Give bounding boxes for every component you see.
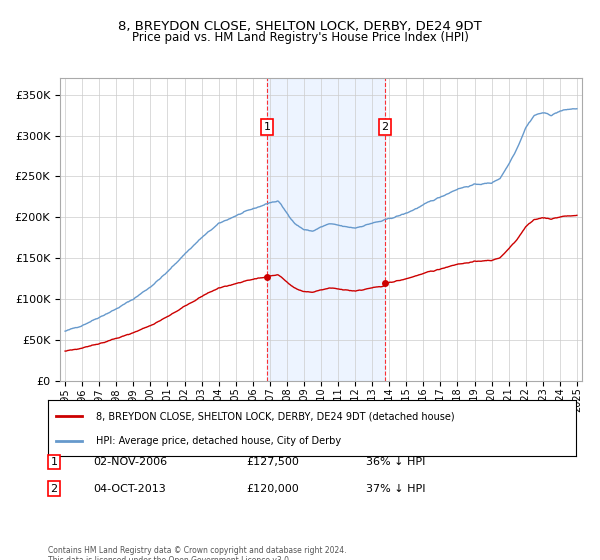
Text: 2: 2 [382,122,389,132]
Text: 36% ↓ HPI: 36% ↓ HPI [366,457,425,467]
Text: 37% ↓ HPI: 37% ↓ HPI [366,484,425,494]
Text: £120,000: £120,000 [246,484,299,494]
Text: 8, BREYDON CLOSE, SHELTON LOCK, DERBY, DE24 9DT (detached house): 8, BREYDON CLOSE, SHELTON LOCK, DERBY, D… [95,411,454,421]
Text: £127,500: £127,500 [246,457,299,467]
Text: 2: 2 [50,484,58,494]
Text: Contains HM Land Registry data © Crown copyright and database right 2024.
This d: Contains HM Land Registry data © Crown c… [48,546,347,560]
Text: HPI: Average price, detached house, City of Derby: HPI: Average price, detached house, City… [95,436,341,446]
Text: 02-NOV-2006: 02-NOV-2006 [93,457,167,467]
Text: 1: 1 [50,457,58,467]
Text: 8, BREYDON CLOSE, SHELTON LOCK, DERBY, DE24 9DT: 8, BREYDON CLOSE, SHELTON LOCK, DERBY, D… [118,20,482,32]
Text: Price paid vs. HM Land Registry's House Price Index (HPI): Price paid vs. HM Land Registry's House … [131,31,469,44]
Text: 1: 1 [263,122,271,132]
Text: 04-OCT-2013: 04-OCT-2013 [93,484,166,494]
Bar [267,78,385,381]
